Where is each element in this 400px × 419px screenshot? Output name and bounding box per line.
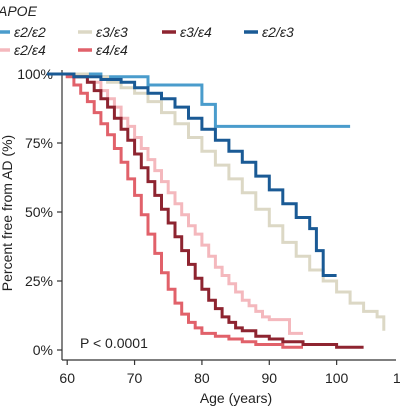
y-tick-label: 0% (33, 342, 53, 358)
series-line-5 (47, 72, 364, 349)
legend-label: ε2/ε3 (262, 24, 294, 40)
series-line-4 (47, 72, 303, 349)
y-tick-label: 50% (25, 204, 53, 220)
y-axis-title: Percent free from AD (%) (0, 135, 15, 291)
series-line-6 (47, 72, 337, 277)
x-axis-title: Age (years) (200, 390, 272, 406)
legend: APOE ε2/ε2 ε2/ε4 ε3/ε3 ε4/ε4 ε3/ε4 ε2/ε3 (0, 3, 294, 58)
survival-curves (47, 72, 386, 349)
x-tick-label: 110 (393, 370, 400, 386)
legend-label: ε2/ε4 (14, 42, 46, 58)
legend-label: ε2/ε2 (14, 24, 46, 40)
y-tick-label: 75% (25, 135, 53, 151)
x-tick-label: 100 (325, 370, 349, 386)
y-tick-label: 25% (25, 273, 53, 289)
x-tick-label: 80 (194, 370, 210, 386)
x-tick-label: 70 (127, 370, 143, 386)
x-tick-label: 90 (261, 370, 277, 386)
x-axis-ticks: 60 70 80 90 100 110 (59, 360, 400, 386)
y-axis-ticks: 0% 25% 50% 75% 100% (17, 66, 62, 358)
series-line-3 (47, 72, 386, 331)
p-value-annotation: P < 0.0001 (80, 335, 148, 351)
legend-label: ε3/ε4 (180, 24, 212, 40)
legend-label: ε3/ε3 (96, 24, 128, 40)
x-tick-label: 60 (59, 370, 75, 386)
legend-label: ε4/ε4 (96, 42, 128, 58)
y-tick-label: 100% (17, 66, 53, 82)
legend-title: APOE (0, 3, 38, 19)
